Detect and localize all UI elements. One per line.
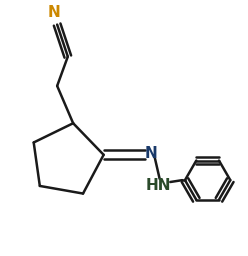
Text: N: N [47, 5, 60, 20]
Text: HN: HN [146, 178, 171, 193]
Text: N: N [145, 146, 157, 161]
